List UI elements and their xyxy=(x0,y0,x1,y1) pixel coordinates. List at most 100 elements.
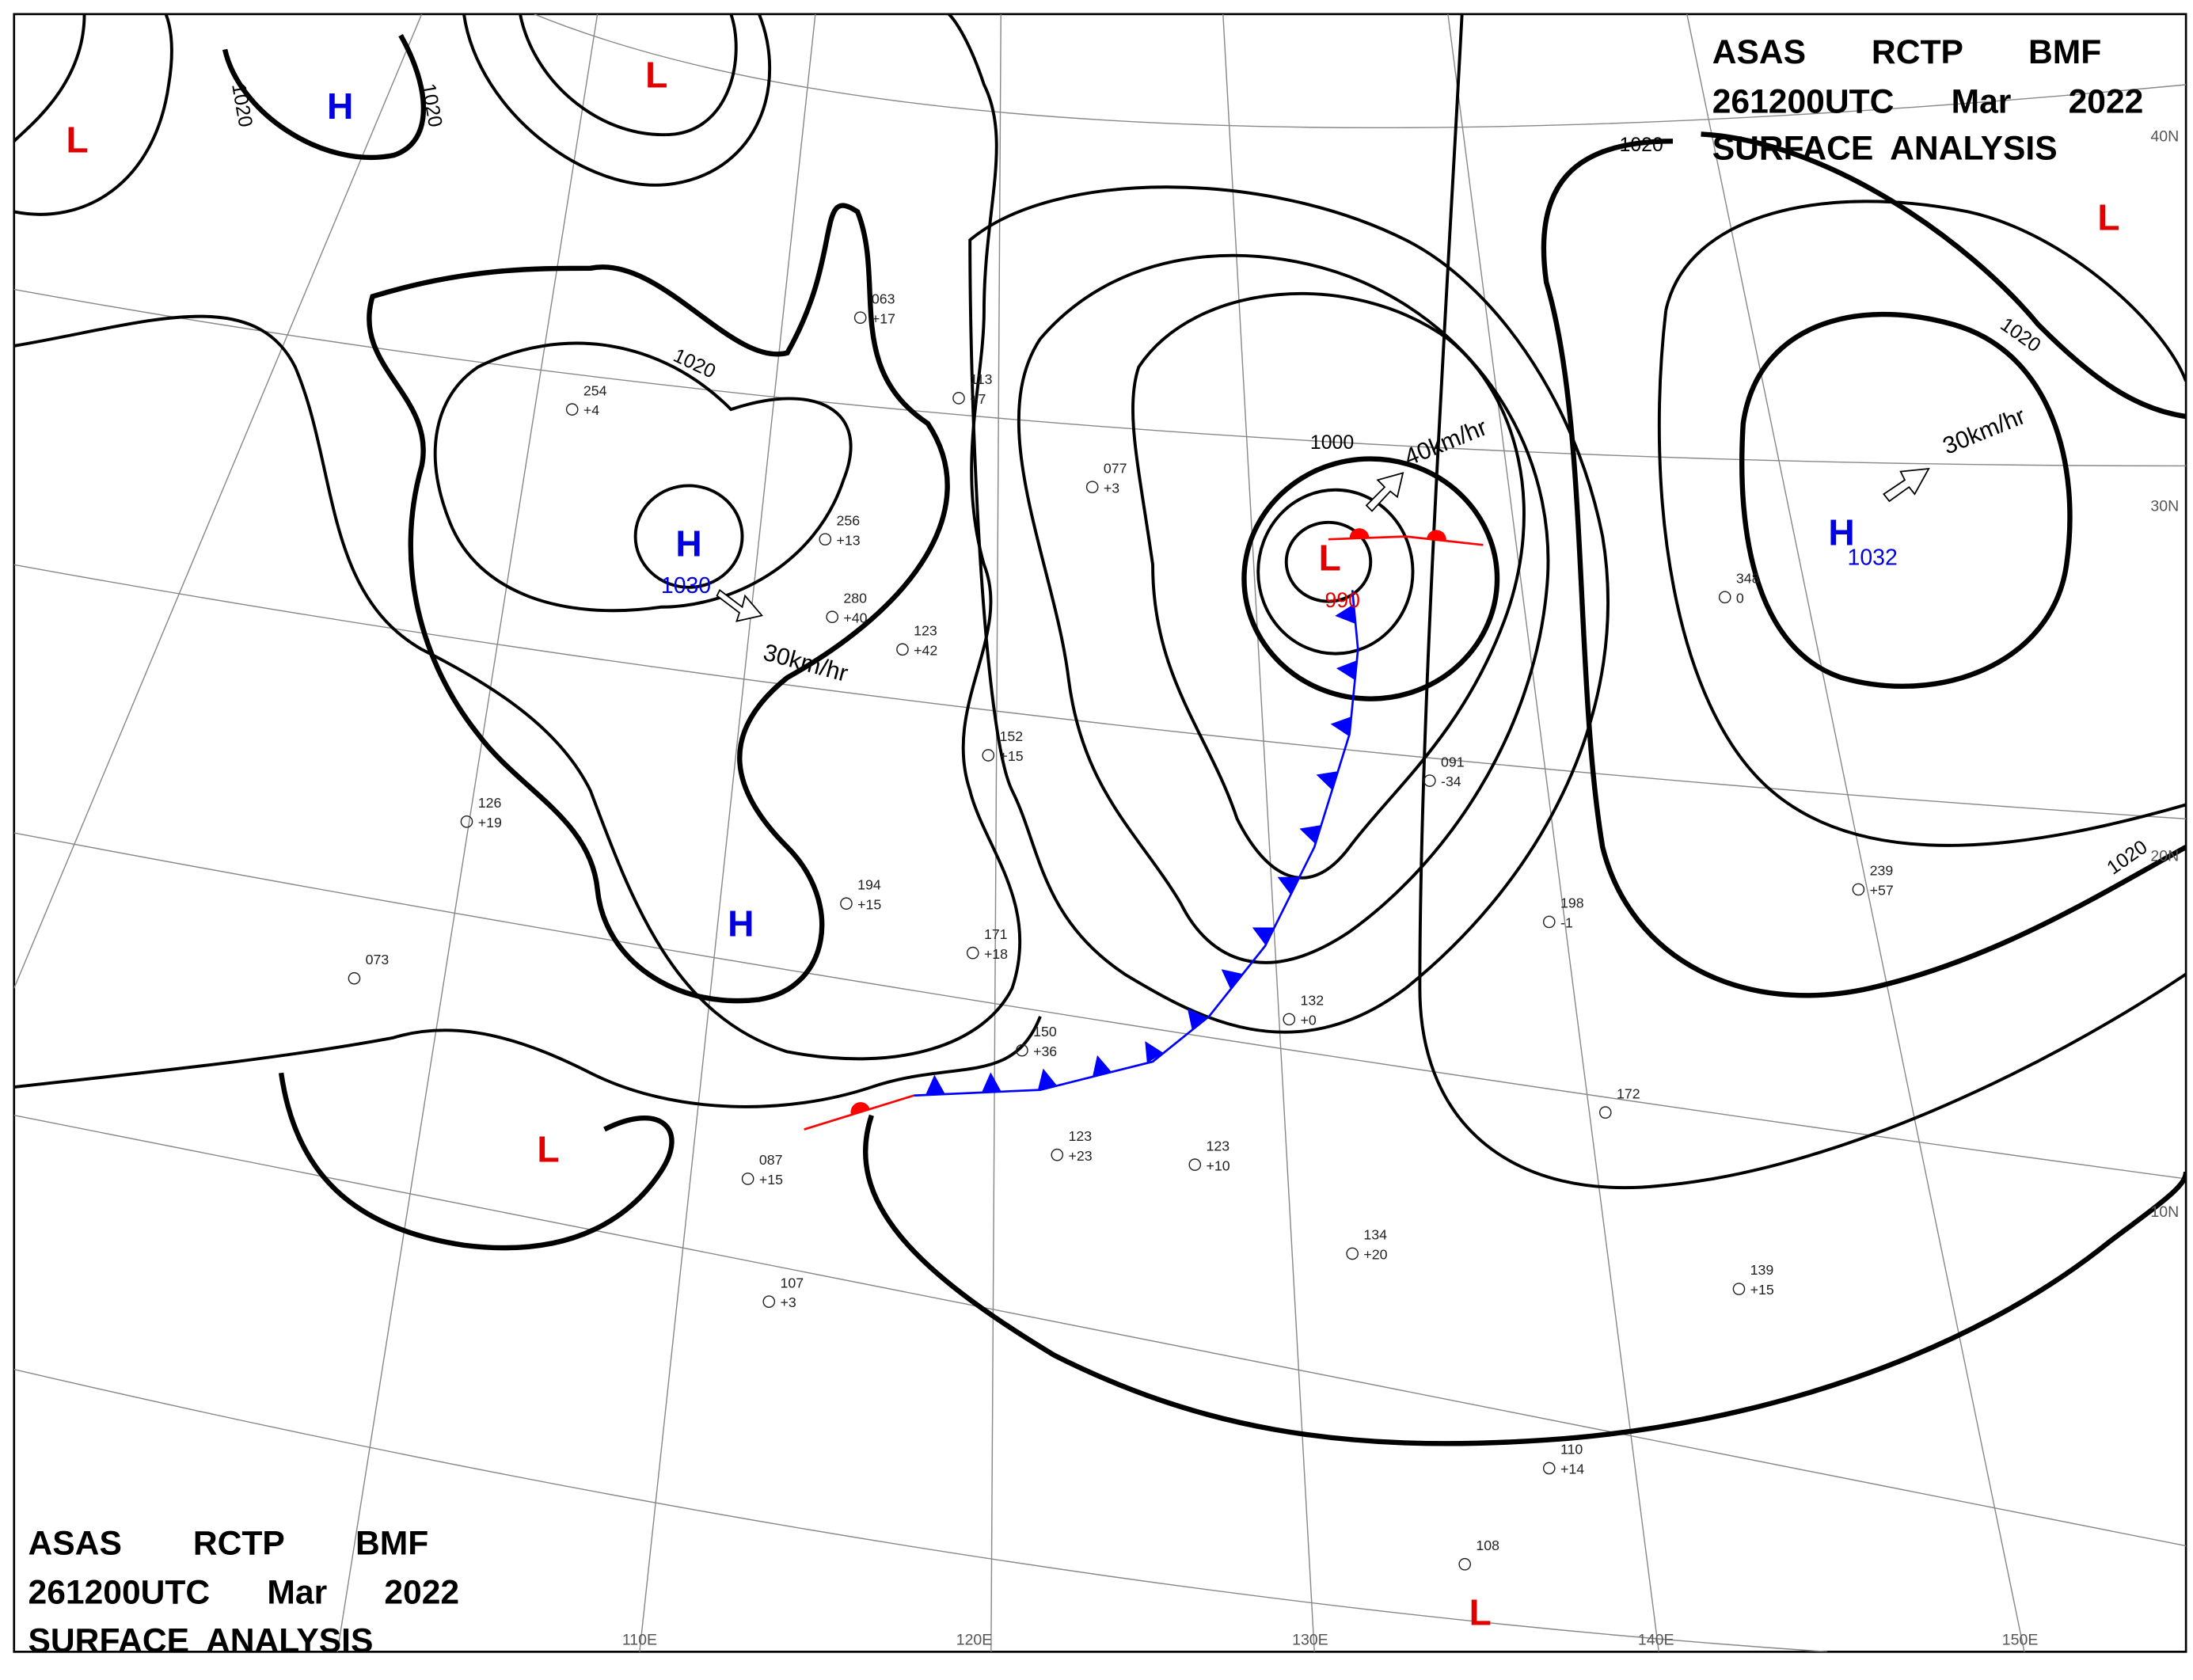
station-pressure: 087 xyxy=(759,1152,783,1168)
station-marker xyxy=(1283,1013,1296,1026)
cold-front-triangle xyxy=(1187,1008,1208,1031)
motion-arrow xyxy=(716,589,764,622)
station-tendency: +42 xyxy=(914,642,937,658)
station-marker xyxy=(853,311,867,325)
station-pressure: 280 xyxy=(843,590,867,606)
cold-front-triangle xyxy=(981,1072,1001,1093)
isobar xyxy=(462,13,771,187)
low-symbol: L xyxy=(1469,1591,1492,1632)
station-tendency: +4 xyxy=(583,402,599,418)
high-pressure: 1030 xyxy=(661,573,711,599)
isobar xyxy=(1256,488,1415,656)
motion-arrows xyxy=(716,467,1930,622)
parallel xyxy=(13,1369,1828,1652)
station-tendency: +15 xyxy=(857,896,881,912)
station-pressure: 256 xyxy=(837,512,861,528)
station-tendency: +17 xyxy=(872,310,895,326)
station-pressure: 123 xyxy=(914,622,937,638)
isobar xyxy=(1701,131,2187,420)
isobars xyxy=(13,13,2187,1446)
station-pressure: 198 xyxy=(1560,895,1584,911)
meridian xyxy=(639,13,816,1652)
stationary-front xyxy=(804,1094,914,1131)
station-pressure: 132 xyxy=(1300,993,1324,1009)
station-tendency: +18 xyxy=(984,946,1008,962)
longitude-label: 120E xyxy=(956,1631,993,1648)
station-tendency: +0 xyxy=(1300,1013,1316,1028)
longitude-label: 140E xyxy=(1638,1631,1674,1648)
isobar xyxy=(1541,139,2187,998)
parallel xyxy=(534,13,2187,129)
station-plots: 256+13280+40123+42152+15150+36123+23123+… xyxy=(348,291,1894,1571)
station-pressure: 171 xyxy=(984,926,1008,942)
station-tendency: +23 xyxy=(1068,1148,1092,1164)
map-body: 256+13280+40123+42152+15150+36123+23123+… xyxy=(13,13,2187,1652)
station-pressure: 073 xyxy=(366,952,390,967)
low-symbol: L xyxy=(537,1128,559,1169)
cold-front-triangle xyxy=(925,1074,945,1096)
systems: L H L H 1030 L 990 H 1032 L H L L xyxy=(67,54,2120,1632)
meridian xyxy=(1447,13,1659,1652)
station-marker xyxy=(982,749,995,762)
isobar xyxy=(1017,253,1550,964)
isobar xyxy=(968,185,1610,1034)
station-marker xyxy=(1852,883,1865,896)
isobar xyxy=(1241,456,1500,701)
isobar-label: 1000 xyxy=(1310,431,1354,454)
cold-front-triangle xyxy=(1037,1068,1058,1090)
station-pressure: 172 xyxy=(1617,1085,1640,1101)
isobar xyxy=(1664,200,2187,382)
low-pressure: 990 xyxy=(1325,588,1360,612)
warm-front-semicircle xyxy=(850,1102,870,1116)
cold-front-triangle xyxy=(1335,604,1356,624)
isobar xyxy=(222,33,426,161)
station-pressure: 348 xyxy=(1736,570,1760,586)
latitude-label: 40N xyxy=(2150,127,2179,145)
station-marker xyxy=(741,1173,754,1185)
cold-front-triangle xyxy=(1336,660,1357,680)
station-tendency: 0 xyxy=(1736,590,1744,606)
station-pressure: 194 xyxy=(857,876,881,892)
station-marker xyxy=(348,971,361,985)
isobar xyxy=(433,341,853,613)
station-marker xyxy=(1051,1148,1064,1161)
isobar xyxy=(863,1114,2187,1446)
station-marker xyxy=(1016,1043,1028,1057)
station-pressure: 091 xyxy=(1441,754,1465,770)
station-tendency: +15 xyxy=(999,748,1023,764)
station-marker xyxy=(840,897,853,910)
header-line: 261200UTC Mar 2022 xyxy=(1712,83,2144,121)
station-pressure: 123 xyxy=(1207,1138,1230,1154)
station-pressure: 063 xyxy=(872,291,895,306)
longitude-label: 150E xyxy=(2002,1631,2039,1648)
station-tendency: +10 xyxy=(1207,1157,1230,1173)
station-tendency: +57 xyxy=(1870,883,1894,899)
warm-front-semicircle xyxy=(1427,530,1446,542)
latitude-label: 30N xyxy=(2150,497,2179,515)
high-pressure: 1032 xyxy=(1848,545,1898,570)
station-marker xyxy=(1542,915,1556,929)
meridian xyxy=(1222,13,1315,1652)
station-tendency: +3 xyxy=(780,1294,796,1310)
motion-arrow xyxy=(1883,467,1930,503)
station-pressure: 123 xyxy=(1068,1128,1092,1144)
station-pressure: 077 xyxy=(1104,460,1127,476)
header-line: ASAS RCTP BMF xyxy=(1712,33,2102,71)
longitude-label: 130E xyxy=(1292,1631,1328,1648)
station-pressure: 139 xyxy=(1750,1262,1774,1278)
station-marker xyxy=(1188,1158,1202,1171)
meridian xyxy=(13,13,423,989)
station-marker xyxy=(1542,1461,1556,1475)
station-pressure: 254 xyxy=(583,382,607,398)
station-marker xyxy=(565,403,579,416)
station-pressure: 150 xyxy=(1033,1024,1057,1040)
cold-front-triangle xyxy=(1330,716,1351,736)
station-marker xyxy=(1085,481,1099,494)
isobar xyxy=(13,1016,1042,1108)
isobar xyxy=(13,13,86,143)
station-marker xyxy=(826,610,838,624)
cold-front-triangle xyxy=(1145,1041,1164,1063)
high-symbol: H xyxy=(728,903,754,944)
